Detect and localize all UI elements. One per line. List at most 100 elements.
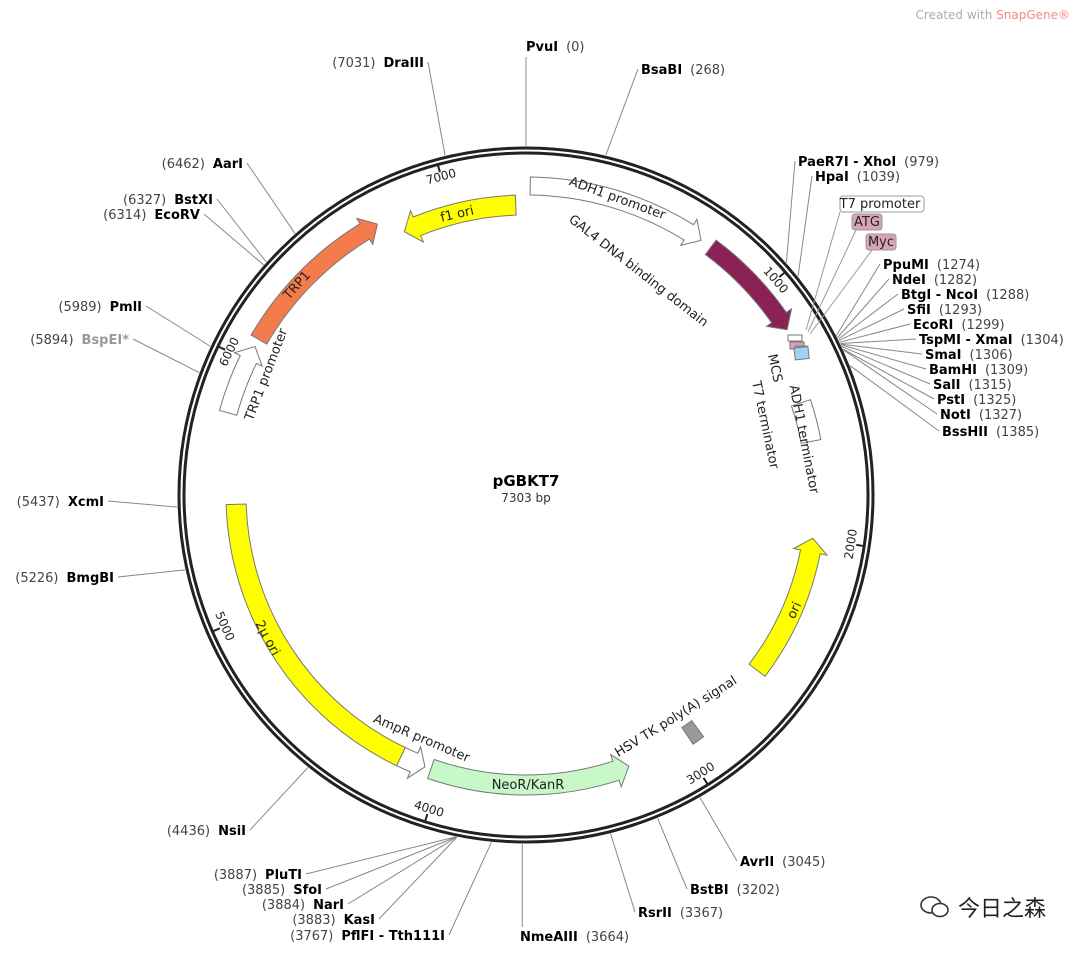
- site-noti[interactable]: NotI (1327): [843, 349, 1022, 423]
- site-leader-line: [842, 348, 935, 400]
- site-btgi-ncoi[interactable]: BtgI - NcoI (1288): [838, 288, 1029, 340]
- tick-label: 7000: [425, 166, 458, 187]
- site-draiii[interactable]: (7031) DraIII: [332, 56, 446, 156]
- site-label: (3887) PluTI: [214, 868, 302, 883]
- site-position: (979): [904, 155, 939, 170]
- watermark-brand: SnapGene®: [996, 8, 1070, 22]
- site-bstbi[interactable]: BstBI (3202): [657, 818, 780, 898]
- site-label: (3767) PflFI - Tth111I: [290, 929, 445, 944]
- site-name: PluTI: [265, 868, 302, 883]
- feature-trp1[interactable]: [250, 217, 379, 345]
- site-label: BssHII (1385): [942, 425, 1039, 440]
- site-name: SalI: [933, 378, 960, 393]
- site-bsabi[interactable]: BsaBI (268): [605, 63, 725, 156]
- feature-t7-promoter[interactable]: [787, 334, 803, 342]
- feature-adh1-promoter[interactable]: [529, 176, 702, 247]
- site-position: (1039): [857, 170, 900, 185]
- site-position: (1325): [973, 393, 1016, 408]
- feature-f1-ori[interactable]: [403, 194, 517, 244]
- site-nari[interactable]: (3884) NarI: [262, 836, 457, 913]
- site-ecorv[interactable]: (6314) EcoRV: [103, 208, 264, 266]
- site-leader-line: [840, 343, 923, 355]
- site-position: (1327): [979, 408, 1022, 423]
- site-sfii[interactable]: SfiI (1293): [838, 303, 982, 342]
- site-ppumi[interactable]: PpuMI (1274): [835, 258, 980, 336]
- site-sfoi[interactable]: (3885) SfoI: [242, 836, 457, 898]
- site-leader-line: [246, 162, 296, 234]
- plasmid-name: pGBKT7: [493, 472, 560, 490]
- site-name: DraIII: [384, 56, 425, 71]
- site-bspei-[interactable]: (5894) BspEI*: [30, 333, 200, 373]
- site-pvui[interactable]: PvuI (0): [525, 40, 585, 146]
- feature-gal4-dna-binding-domain[interactable]: [704, 239, 793, 331]
- site-label: PstI (1325): [937, 393, 1016, 408]
- feature-adh1-terminator[interactable]: [790, 399, 822, 444]
- site-leader-line: [837, 278, 890, 338]
- site-bstxi[interactable]: (6327) BstXI: [123, 193, 267, 263]
- site-nmeaiii[interactable]: NmeAIII (3664): [520, 843, 629, 945]
- site-smai[interactable]: SmaI (1306): [840, 343, 1013, 363]
- feature-ampr-promoter[interactable]: [395, 745, 426, 780]
- site-avrii[interactable]: AvrII (3045): [699, 797, 825, 870]
- tick-label: 4000: [412, 798, 445, 820]
- site-position: (3885): [242, 883, 285, 898]
- wechat-watermark: 今日之森: [920, 891, 1046, 923]
- site-psti[interactable]: PstI (1325): [842, 348, 1016, 408]
- backbone-outer: [177, 146, 875, 844]
- site-ndei[interactable]: NdeI (1282): [837, 273, 978, 338]
- site-label: (5989) PmlI: [58, 300, 142, 315]
- site-name: PaeR7I - XhoI: [798, 155, 896, 170]
- site-label: (3885) SfoI: [242, 883, 322, 898]
- site-leader-line: [325, 836, 457, 890]
- site-label: PvuI (0): [526, 40, 585, 55]
- site-bmgbi[interactable]: (5226) BmgBI: [15, 569, 186, 586]
- site-hpai[interactable]: HpaI (1039): [797, 170, 900, 277]
- site-pflfi-tth111i[interactable]: (3767) PflFI - Tth111I: [290, 842, 492, 944]
- site-paer7i-xhoi[interactable]: PaeR7I - XhoI (979): [785, 155, 939, 263]
- feature-t7-terminator[interactable]: [793, 345, 810, 361]
- site-leader-line: [145, 305, 211, 347]
- site-bamhi[interactable]: BamHI (1309): [840, 344, 1028, 378]
- site-kasi[interactable]: (3883) KasI: [292, 836, 458, 928]
- site-label: BtgI - NcoI (1288): [901, 288, 1029, 303]
- site-aari[interactable]: (6462) AarI: [162, 157, 296, 234]
- site-name: SmaI: [925, 348, 962, 363]
- site-position: (3883): [292, 913, 335, 928]
- site-name: TspMI - XmaI: [919, 333, 1013, 348]
- site-rsrii[interactable]: RsrII (3367): [610, 833, 724, 921]
- site-sali[interactable]: SalI (1315): [841, 346, 1012, 393]
- site-nsii[interactable]: (4436) NsiI: [167, 767, 309, 839]
- site-leader-line: [657, 818, 688, 890]
- feature-2-ori[interactable]: [225, 503, 406, 767]
- site-name: NarI: [313, 898, 344, 913]
- feature-box-atg: [851, 213, 883, 231]
- site-name: PmlI: [110, 300, 142, 315]
- site-xcmi[interactable]: (5437) XcmI: [17, 495, 178, 510]
- site-name: XcmI: [68, 495, 104, 510]
- feature-neor-kanr[interactable]: [426, 753, 630, 796]
- site-tspmi-xmai[interactable]: TspMI - XmaI (1304): [840, 333, 1064, 348]
- site-bsshii[interactable]: BssHII (1385): [849, 365, 1039, 440]
- tick-mark: [778, 271, 786, 278]
- feature-trp1-promoter[interactable]: [218, 345, 263, 416]
- site-position: (6462): [162, 157, 205, 172]
- feature-label-myc: Myc: [868, 235, 894, 250]
- site-pmli[interactable]: (5989) PmlI: [58, 300, 211, 347]
- tick-mark: [218, 345, 226, 351]
- site-name: RsrII: [638, 906, 672, 921]
- feature-hsv-tk-poly-a-signal[interactable]: [681, 719, 705, 745]
- site-leader-line: [605, 68, 639, 156]
- feature-label-t7-terminator: T7 terminator: [748, 379, 782, 471]
- site-position: (1282): [934, 273, 977, 288]
- site-position: (6327): [123, 193, 166, 208]
- feature-box-myc: [865, 233, 897, 251]
- site-label: TspMI - XmaI (1304): [919, 333, 1064, 348]
- site-name: AvrII: [740, 855, 774, 870]
- site-pluti[interactable]: (3887) PluTI: [214, 836, 456, 883]
- feature-label-ori: ori: [784, 600, 805, 622]
- site-position: (7031): [332, 56, 375, 71]
- site-label: BamHI (1309): [929, 363, 1028, 378]
- site-ecori[interactable]: EcoRI (1299): [839, 318, 1005, 343]
- feature-ori[interactable]: [748, 537, 829, 677]
- site-position: (4436): [167, 824, 210, 839]
